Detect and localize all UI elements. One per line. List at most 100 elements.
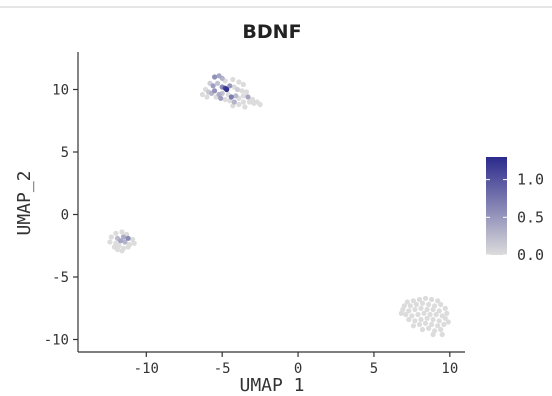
data-point [113,230,119,236]
data-point [410,323,416,329]
points-layer [107,73,451,338]
x-axis-label: UMAP 1 [239,375,304,396]
cluster-0 [199,73,263,110]
color-legend: 1.0 0.5 0.0 [486,157,544,264]
data-point [416,321,423,328]
data-point [412,318,418,324]
data-point [407,303,413,309]
data-point [398,310,404,316]
data-point [236,101,242,108]
data-point [436,318,442,324]
data-point [234,86,240,93]
data-point [424,315,430,321]
data-point [444,310,450,316]
y-tick-label: 0 [61,208,69,224]
data-point [236,79,242,85]
x-tick-label: 10 [441,361,458,377]
data-point [114,246,121,253]
data-point [409,313,415,319]
data-point [216,73,222,79]
data-point [240,99,246,105]
data-point [419,300,426,306]
data-point [430,306,436,313]
x-tick-label: -5 [214,361,231,377]
data-point [406,316,412,323]
data-point [218,95,224,101]
data-point [435,298,441,304]
data-point [422,295,429,301]
legend-tick-label: 1.0 [517,171,544,189]
data-point [233,93,239,99]
data-point [426,301,432,308]
data-point [415,311,421,318]
data-point [418,316,424,323]
cluster-1 [107,229,137,254]
data-point [239,88,245,94]
data-point [224,86,230,93]
data-point [240,81,246,88]
data-point [227,83,233,89]
y-tick-label: -10 [44,333,69,349]
data-point [441,321,447,328]
data-point [119,248,125,254]
data-point [117,238,124,244]
x-tick-label: -10 [134,361,159,377]
data-point [222,96,228,103]
data-point [131,240,137,246]
data-point [230,76,236,83]
data-point [438,301,444,308]
x-tick-label: 5 [370,361,378,377]
y-tick-label: 5 [61,145,69,161]
data-point [424,306,430,313]
legend-tick-label: 0.0 [517,246,544,264]
color-legend-ticks: 1.0 0.5 0.0 [486,171,544,264]
data-point [251,100,257,106]
data-point [243,89,250,95]
data-point [242,104,248,110]
data-point [240,93,246,99]
data-point [435,323,441,329]
data-point [438,326,444,333]
data-point [404,299,410,305]
data-point [439,331,445,338]
data-point [212,88,218,94]
data-point [119,229,125,235]
data-point [436,308,442,314]
data-point [445,319,451,325]
data-point [228,94,234,100]
data-point [442,305,448,311]
data-point [199,91,205,98]
data-point [421,310,427,316]
data-point [430,316,436,323]
data-point [204,94,210,100]
legend-tick-label: 0.5 [517,208,544,226]
data-point [120,234,127,240]
y-axis-ticks: 10 5 0 -5 -10 [44,83,78,349]
x-axis-ticks: -10 -5 0 5 10 [134,352,458,377]
data-point [442,315,448,321]
data-point [433,311,439,318]
data-point [212,74,218,80]
y-tick-label: -5 [52,270,69,286]
data-point [426,325,432,331]
y-axis-label: UMAP_2 [14,170,35,235]
x-tick-label: 0 [294,361,302,377]
data-point [125,235,131,241]
data-point [108,234,114,240]
data-point [412,306,418,313]
data-point [430,331,436,338]
data-point [419,326,426,333]
data-point [427,311,433,318]
data-point [231,99,237,105]
data-point [125,244,131,250]
data-point [245,94,251,100]
chart-title: BDNF [242,21,301,43]
color-legend-bar [486,157,507,255]
data-point [107,239,113,245]
data-point [410,298,416,304]
cluster-2 [398,295,451,338]
data-point [215,80,221,86]
data-point [257,101,263,108]
data-point [429,321,435,328]
